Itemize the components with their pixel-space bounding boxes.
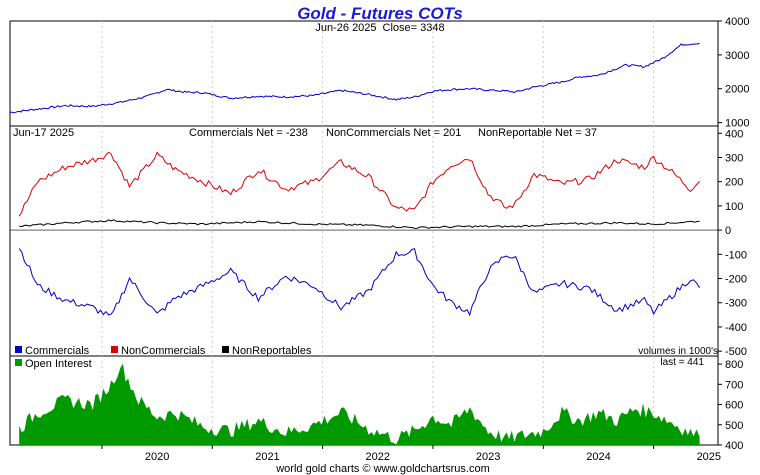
cot-y-tick-label-200: 200 — [725, 177, 743, 189]
footer-credit: world gold charts © www.goldchartsrus.co… — [275, 463, 490, 475]
x-tick-label-2021: 2021 — [255, 451, 279, 463]
oi-legend: Open Interest last = 441 — [15, 357, 704, 370]
legend-noncommercials: NonCommercials — [121, 345, 206, 357]
x-tick-label-2025: 2025 — [697, 451, 721, 463]
price-y-tick-label-1000: 1000 — [725, 118, 749, 130]
cot-y-tick-label--200: -200 — [725, 274, 747, 286]
price-y-tick-label-4000: 4000 — [725, 16, 749, 28]
cot-y-tick-label--100: -100 — [725, 249, 747, 261]
commercials-net-label: Commercials Net = -238 — [189, 127, 308, 139]
x-tick-label-2020: 2020 — [145, 451, 169, 463]
data-series — [9, 42, 718, 445]
price-date: Jun-26 2025 — [315, 22, 376, 34]
legend-swatch-open-interest — [15, 359, 22, 366]
legend-swatch-nonreportables — [222, 346, 229, 353]
nonreportable-net-label: NonReportable Net = 37 — [478, 127, 597, 139]
vertical-gridlines — [101, 21, 655, 445]
oi-y-tick-label-400: 400 — [725, 440, 743, 452]
legend: Commercials NonCommercials NonReportable… — [15, 345, 718, 357]
cot-y-tick-label--400: -400 — [725, 322, 747, 334]
cot-y-tick-label-400: 400 — [725, 128, 743, 140]
y-axes: 1000 2000 3000 4000 -500 -400 -300 -200 -100 0 100… — [718, 16, 749, 452]
x-axis: 2020 2021 2022 2023 2024 2025 — [101, 445, 721, 463]
oi-y-tick-label-600: 600 — [725, 400, 743, 412]
oi-y-tick-label-500: 500 — [725, 420, 743, 432]
units-note: volumes in 1000's — [638, 346, 718, 357]
cot-line-noncommercials — [18, 151, 700, 217]
noncommercials-net-label: NonCommercials Net = 201 — [326, 127, 461, 139]
price-header: Jun-26 2025 Close= 3348 — [315, 22, 444, 34]
cot-y-tick-label--300: -300 — [725, 298, 747, 310]
x-tick-label-2024: 2024 — [586, 451, 610, 463]
x-tick-label-2023: 2023 — [476, 451, 500, 463]
legend-nonreportables: NonReportables — [232, 345, 312, 357]
oi-last-label: last = 441 — [660, 357, 704, 368]
cot-y-tick-label--500: -500 — [725, 346, 747, 358]
chart-title: Gold - Futures COTs — [297, 4, 463, 23]
cot-y-tick-label-0: 0 — [725, 225, 731, 237]
cot-date: Jun-17 2025 — [13, 127, 74, 139]
price-y-tick-label-3000: 3000 — [725, 50, 749, 62]
cot-line-commercials — [18, 248, 701, 317]
oi-label: Open Interest — [25, 358, 92, 370]
cot-line-nonreportables — [19, 219, 700, 229]
legend-swatch-commercials — [15, 346, 22, 353]
x-tick-label-2022: 2022 — [366, 451, 390, 463]
oi-y-tick-label-700: 700 — [725, 379, 743, 391]
legend-commercials: Commercials — [25, 345, 90, 357]
cot-y-tick-label-100: 100 — [725, 201, 743, 213]
price-y-tick-label-2000: 2000 — [725, 84, 749, 96]
cot-y-tick-label-300: 300 — [725, 152, 743, 164]
open-interest-area — [19, 363, 700, 445]
price-close: Close= 3348 — [383, 22, 445, 34]
oi-y-tick-label-800: 800 — [725, 359, 743, 371]
gold-price-line — [9, 42, 700, 114]
legend-swatch-noncommercials — [111, 346, 118, 353]
